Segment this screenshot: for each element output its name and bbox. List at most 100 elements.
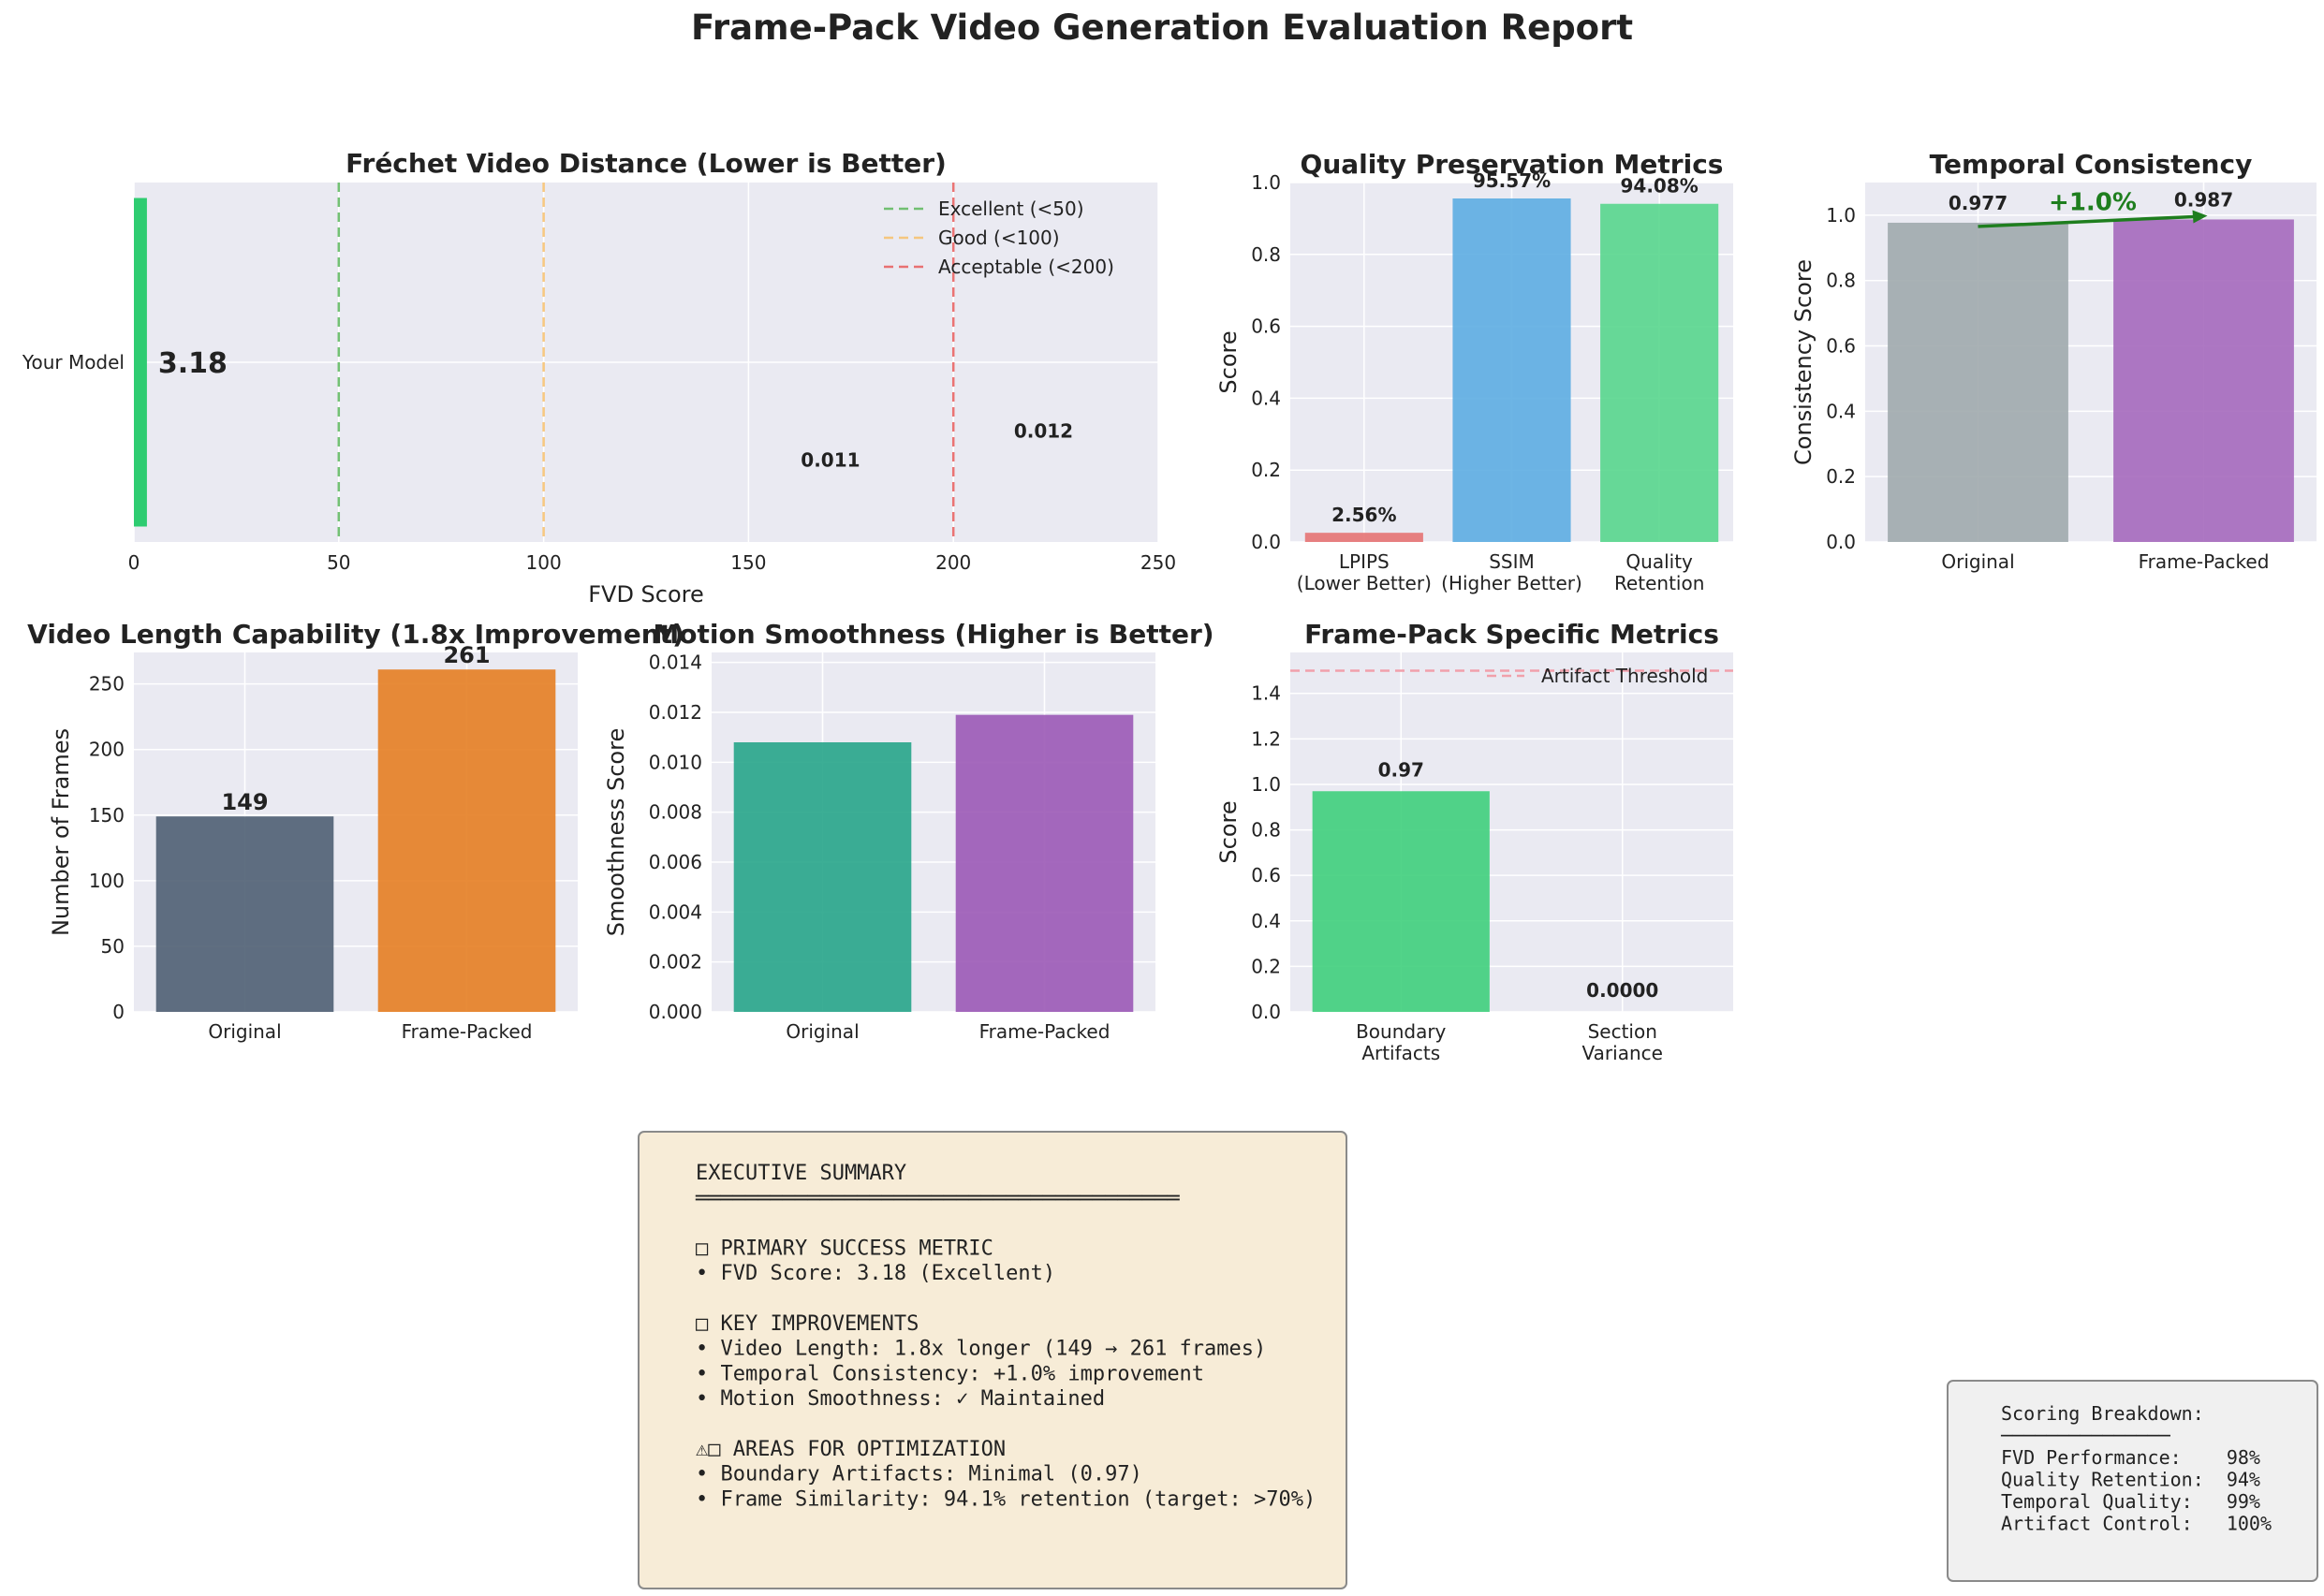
temporal-x-tick-label: Frame-Packed bbox=[2139, 550, 2270, 573]
scoring-breakdown-background bbox=[1947, 1380, 2318, 1582]
page-title: Frame-Pack Video Generation Evaluation R… bbox=[691, 7, 1633, 48]
executive-summary-line: • Temporal Consistency: +1.0% improvemen… bbox=[696, 1362, 1204, 1385]
framepack-y-tick-label: 0.8 bbox=[1251, 819, 1281, 842]
fvd-x-tick-label: 150 bbox=[730, 551, 766, 574]
quality-x-tick-label: SSIM (Higher Better) bbox=[1441, 550, 1582, 594]
length-x-tick-label: Frame-Packed bbox=[402, 1020, 533, 1043]
framepack-legend-label: Artifact Threshold bbox=[1541, 665, 1708, 687]
executive-summary-line: ═══════════════════════════════════════ bbox=[695, 1187, 1180, 1210]
executive-summary-box: EXECUTIVE SUMMARY═══════════════════════… bbox=[638, 1131, 1347, 1589]
smooth-bar bbox=[733, 742, 912, 1012]
smooth-y-tick-label: 0.008 bbox=[649, 801, 702, 824]
smooth-bar bbox=[955, 714, 1134, 1012]
executive-summary-line: □ KEY IMPROVEMENTS bbox=[696, 1312, 919, 1336]
fvd-x-axis-label: FVD Score bbox=[588, 581, 704, 608]
temporal-y-tick-label: 0.6 bbox=[1826, 335, 1856, 358]
temporal-title: Temporal Consistency bbox=[1930, 149, 2253, 180]
executive-summary-line: • Video Length: 1.8x longer (149 → 261 f… bbox=[696, 1338, 1266, 1361]
quality-y-tick-label: 1.0 bbox=[1251, 171, 1281, 194]
length-y-tick-label: 150 bbox=[89, 804, 125, 827]
length-y-tick-label: 250 bbox=[89, 673, 125, 696]
scoring-breakdown-line: Quality Retention: 94% bbox=[2001, 1469, 2260, 1491]
framepack-bar bbox=[1312, 791, 1490, 1012]
temporal-y-axis-label: Consistency Score bbox=[1790, 259, 1817, 465]
smooth-x-tick-label: Original bbox=[786, 1020, 859, 1043]
length-y-tick-label: 100 bbox=[89, 870, 125, 892]
length-y-tick-label: 0 bbox=[112, 1001, 125, 1023]
quality-y-tick-label: 0.8 bbox=[1251, 243, 1281, 266]
quality-bar bbox=[1304, 533, 1423, 542]
length-y-tick-label: 200 bbox=[89, 739, 125, 761]
fvd-legend-label: Excellent (<50) bbox=[938, 198, 1084, 220]
fvd-x-tick-label: 0 bbox=[128, 551, 140, 574]
temporal-y-tick-label: 0.8 bbox=[1826, 270, 1856, 292]
fvd-y-tick-label: Your Model bbox=[22, 351, 125, 373]
fvd-bar bbox=[134, 198, 147, 527]
smooth-y-tick-label: 0.000 bbox=[649, 1001, 702, 1023]
framepack-y-tick-label: 1.0 bbox=[1251, 773, 1281, 796]
quality-y-tick-label: 0.2 bbox=[1251, 459, 1281, 481]
fvd-title: Fréchet Video Distance (Lower is Better) bbox=[346, 148, 947, 179]
temporal-y-tick-label: 1.0 bbox=[1826, 204, 1856, 227]
quality-y-axis-label: Score bbox=[1215, 330, 1242, 393]
framepack-y-tick-label: 0.2 bbox=[1251, 955, 1281, 977]
framepack-data-label: 0.97 bbox=[1378, 758, 1424, 781]
executive-summary-line: • Frame Similarity: 94.1% retention (tar… bbox=[696, 1487, 1316, 1511]
scoring-breakdown-line: ─────────────── bbox=[2000, 1425, 2171, 1447]
executive-summary-line: □ PRIMARY SUCCESS METRIC bbox=[696, 1237, 993, 1260]
executive-summary-line: ⚠□ AREAS FOR OPTIMIZATION bbox=[696, 1438, 1006, 1461]
fvd-x-tick-label: 100 bbox=[526, 551, 562, 574]
framepack-x-tick-label: Section Variance bbox=[1582, 1020, 1663, 1064]
quality-y-tick-label: 0.6 bbox=[1251, 315, 1281, 338]
framepack-y-tick-label: 0.6 bbox=[1251, 864, 1281, 886]
framepack-title: Frame-Pack Specific Metrics bbox=[1304, 619, 1719, 650]
length-y-tick-label: 50 bbox=[101, 935, 125, 958]
executive-summary-line: • Boundary Artifacts: Minimal (0.97) bbox=[696, 1463, 1142, 1486]
temporal-x-tick-label: Original bbox=[1941, 550, 2014, 573]
length-title: Video Length Capability (1.8x Improvemen… bbox=[27, 619, 684, 650]
charts-layer: 0 50 100 150 200 250 Your Model 3.18 0.011 0.012 E… bbox=[22, 148, 2317, 1064]
smooth-y-tick-label: 0.004 bbox=[649, 900, 702, 923]
temporal-y-tick-label: 0.2 bbox=[1826, 465, 1856, 488]
fvd-x-tick-label: 200 bbox=[935, 551, 971, 574]
scoring-breakdown-line: Artifact Control: 100% bbox=[2001, 1513, 2272, 1535]
quality-title: Quality Preservation Metrics bbox=[1301, 149, 1724, 180]
temporal-bar bbox=[1888, 222, 2068, 543]
quality-y-tick-label: 0.0 bbox=[1251, 531, 1281, 553]
scoring-breakdown-text: Scoring Breakdown:───────────────FVD Per… bbox=[2000, 1402, 2272, 1535]
quality-bar bbox=[1452, 198, 1571, 542]
quality-x-tick-label: Quality Retention bbox=[1614, 550, 1704, 594]
fvd-value-label: 3.18 bbox=[158, 347, 228, 380]
framepack-y-axis-label: Score bbox=[1215, 800, 1242, 863]
temporal-improvement-label: +1.0% bbox=[2049, 188, 2137, 216]
smooth-y-tick-label: 0.006 bbox=[649, 851, 702, 873]
executive-summary-line: • FVD Score: 3.18 (Excellent) bbox=[696, 1262, 1055, 1285]
quality-data-label: 94.08% bbox=[1621, 175, 1699, 198]
framepack-data-label: 0.0000 bbox=[1586, 979, 1658, 1002]
fvd-annotation: 0.011 bbox=[801, 448, 860, 471]
smooth-chart: 0.000 0.002 0.004 0.006 0.008 0.010 0.012 0.014… bbox=[603, 619, 1214, 1043]
scoring-breakdown-line: Temporal Quality: 99% bbox=[2001, 1490, 2260, 1513]
smooth-y-tick-label: 0.010 bbox=[649, 751, 702, 773]
fvd-legend-label: Good (<100) bbox=[938, 227, 1060, 249]
executive-summary-line: • Motion Smoothness: ✓ Maintained bbox=[696, 1387, 1105, 1411]
framepack-y-tick-label: 1.2 bbox=[1251, 727, 1281, 750]
length-data-label: 149 bbox=[221, 789, 268, 815]
framepack-chart: 0.0 0.2 0.4 0.6 0.8 1.0 1.2 1.4 Boundary Artifact… bbox=[1215, 619, 1733, 1064]
temporal-data-label: 0.977 bbox=[1949, 192, 2008, 214]
temporal-y-tick-label: 0.0 bbox=[1826, 531, 1856, 553]
fvd-annotation: 0.012 bbox=[1014, 420, 1073, 443]
length-x-tick-label: Original bbox=[208, 1020, 281, 1043]
smooth-y-tick-label: 0.012 bbox=[649, 701, 702, 724]
scoring-breakdown-line: Scoring Breakdown: bbox=[2001, 1402, 2204, 1425]
fvd-chart: 0 50 100 150 200 250 Your Model 3.18 0.011 0.012 E… bbox=[22, 148, 1176, 608]
quality-bar bbox=[1600, 203, 1719, 543]
framepack-x-tick-label: Boundary Artifacts bbox=[1356, 1020, 1446, 1064]
temporal-improvement-arrow bbox=[1978, 214, 2195, 228]
smooth-title: Motion Smoothness (Higher is Better) bbox=[653, 619, 1213, 650]
quality-chart: 0.0 0.2 0.4 0.6 0.8 1.0 LPIPS (Lower Better) 2.5… bbox=[1215, 149, 1733, 594]
fvd-x-tick-label: 50 bbox=[327, 551, 350, 574]
smooth-y-tick-label: 0.002 bbox=[649, 951, 702, 974]
executive-summary-text: EXECUTIVE SUMMARY═══════════════════════… bbox=[695, 1162, 1316, 1511]
